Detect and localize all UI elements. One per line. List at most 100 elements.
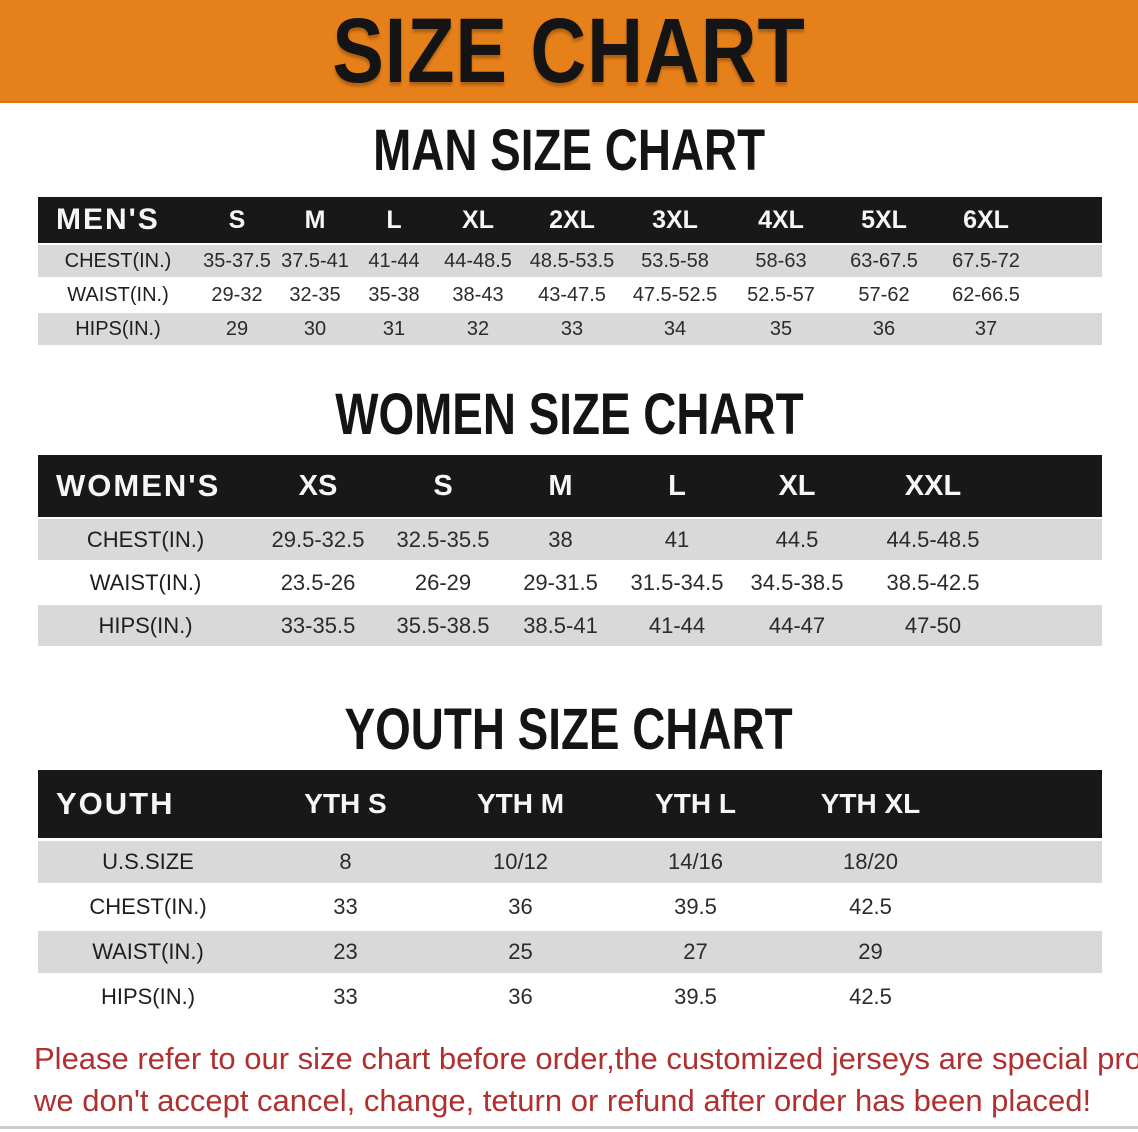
table-row-hips: HIPS(IN.) 33-35.5 35.5-38.5 38.5-41 41-4… bbox=[38, 605, 1102, 646]
size-value-cell: 30 bbox=[303, 317, 327, 340]
size-value-cell: 35-38 bbox=[368, 283, 420, 306]
size-value-cell: 32-35 bbox=[289, 283, 341, 306]
size-value-cell: 58-63 bbox=[755, 249, 807, 272]
size-value-cell: 47.5-52.5 bbox=[632, 283, 718, 306]
man-section-title-text: MAN SIZE CHART bbox=[372, 118, 765, 183]
disclaimer: Please refer to our size chart before or… bbox=[0, 1038, 1138, 1122]
size-value-cell: 67.5-72 bbox=[952, 249, 1020, 272]
women-section-title: WOMEN SIZE CHART bbox=[0, 383, 1138, 447]
table-row-waist: WAIST(IN.) 23.5-26 26-29 29-31.5 31.5-34… bbox=[38, 562, 1102, 603]
size-value-cell: 14/16 bbox=[667, 849, 724, 874]
size-column-header: YTH M bbox=[476, 788, 565, 819]
size-value-cell: 31 bbox=[382, 317, 406, 340]
size-value-cell: 29-32 bbox=[211, 283, 263, 306]
size-column-header: XL bbox=[778, 469, 816, 502]
size-column-header: L bbox=[668, 469, 686, 502]
row-label: WAIST(IN.) bbox=[92, 939, 204, 964]
size-value-cell: 34 bbox=[663, 317, 687, 340]
size-value-cell: 39.5 bbox=[674, 984, 717, 1009]
size-value-cell: 32.5-35.5 bbox=[396, 526, 490, 552]
youth-table-header-row: YOUTH YTH S YTH M YTH L YTH XL bbox=[38, 770, 1102, 838]
size-column-header: XL bbox=[462, 205, 494, 234]
disclaimer-line-2: we don't accept cancel, change, teturn o… bbox=[34, 1083, 1092, 1118]
bottom-divider bbox=[0, 1126, 1138, 1129]
size-value-cell: 41-44 bbox=[648, 612, 706, 638]
table-row-hips: HIPS(IN.) 33 36 39.5 42.5 bbox=[38, 976, 1102, 1018]
disclaimer-line-1: Please refer to our size chart before or… bbox=[34, 1041, 1138, 1076]
size-value-cell: 35 bbox=[769, 317, 793, 340]
row-label: CHEST(IN.) bbox=[86, 526, 205, 552]
size-value-cell: 44.5 bbox=[775, 526, 819, 552]
row-label: HIPS(IN.) bbox=[98, 612, 193, 638]
table-row-us-size: U.S.SIZE 8 10/12 14/16 18/20 bbox=[38, 841, 1102, 883]
table-row-chest: CHEST(IN.) 35-37.5 37.5-41 41-44 44-48.5… bbox=[38, 245, 1102, 277]
size-value-cell: 37.5-41 bbox=[281, 249, 349, 272]
size-value-cell: 57-62 bbox=[858, 283, 910, 306]
women-section-title-text: WOMEN SIZE CHART bbox=[334, 382, 804, 447]
womens-table-label: WOMEN'S bbox=[56, 468, 221, 503]
size-value-cell: 29.5-32.5 bbox=[271, 526, 365, 552]
row-label: CHEST(IN.) bbox=[89, 894, 207, 919]
size-value-cell: 42.5 bbox=[849, 984, 892, 1009]
size-column-header: XS bbox=[298, 469, 338, 502]
size-value-cell: 26-29 bbox=[414, 569, 472, 595]
size-column-header: YTH XL bbox=[820, 788, 921, 819]
size-value-cell: 48.5-53.5 bbox=[529, 249, 615, 272]
man-section-title: MAN SIZE CHART bbox=[0, 119, 1138, 183]
youth-table-label: YOUTH bbox=[56, 786, 175, 821]
size-value-cell: 34.5-38.5 bbox=[750, 569, 844, 595]
size-value-cell: 18/20 bbox=[842, 849, 899, 874]
size-value-cell: 36 bbox=[508, 894, 533, 919]
size-value-cell: 63-67.5 bbox=[850, 249, 918, 272]
size-value-cell: 43-47.5 bbox=[538, 283, 606, 306]
row-label: U.S.SIZE bbox=[102, 849, 194, 874]
table-row-chest: CHEST(IN.) 29.5-32.5 32.5-35.5 38 41 44.… bbox=[38, 519, 1102, 560]
row-label: CHEST(IN.) bbox=[64, 249, 172, 272]
size-column-header: M bbox=[304, 205, 326, 234]
size-column-header: M bbox=[548, 469, 573, 502]
size-value-cell: 29 bbox=[858, 939, 883, 964]
size-column-header: 2XL bbox=[549, 205, 595, 234]
size-value-cell: 32 bbox=[466, 317, 490, 340]
page-title: SIZE CHART bbox=[332, 0, 806, 102]
size-value-cell: 10/12 bbox=[492, 849, 549, 874]
size-value-cell: 44-47 bbox=[768, 612, 826, 638]
size-column-header: YTH S bbox=[304, 788, 387, 819]
size-value-cell: 33 bbox=[333, 894, 358, 919]
mens-table-header-row: MEN'S S M L XL 2XL 3XL 4XL 5XL 6XL bbox=[38, 197, 1102, 243]
size-column-header: XXL bbox=[904, 469, 962, 502]
size-value-cell: 29 bbox=[225, 317, 249, 340]
youth-size-table: YOUTH YTH S YTH M YTH L YTH XL U.S.SIZE … bbox=[38, 770, 1102, 1018]
row-label: HIPS(IN.) bbox=[75, 317, 161, 340]
size-value-cell: 33 bbox=[560, 317, 584, 340]
size-column-header: 4XL bbox=[758, 205, 804, 234]
size-column-header: S bbox=[433, 469, 453, 502]
size-value-cell: 53.5-58 bbox=[641, 249, 709, 272]
size-value-cell: 31.5-34.5 bbox=[630, 569, 724, 595]
size-value-cell: 27 bbox=[683, 939, 708, 964]
size-value-cell: 23 bbox=[333, 939, 358, 964]
size-value-cell: 25 bbox=[508, 939, 533, 964]
size-value-cell: 38-43 bbox=[452, 283, 504, 306]
size-value-cell: 39.5 bbox=[674, 894, 717, 919]
size-value-cell: 38.5-42.5 bbox=[886, 569, 980, 595]
table-row-waist: WAIST(IN.) 29-32 32-35 35-38 38-43 43-47… bbox=[38, 279, 1102, 311]
mens-size-table: MEN'S S M L XL 2XL 3XL 4XL 5XL 6XL CHEST… bbox=[38, 197, 1102, 345]
size-value-cell: 62-66.5 bbox=[952, 283, 1020, 306]
size-value-cell: 47-50 bbox=[904, 612, 962, 638]
womens-table-header-row: WOMEN'S XS S M L XL XXL bbox=[38, 455, 1102, 517]
size-column-header: 6XL bbox=[963, 205, 1009, 234]
size-value-cell: 35-37.5 bbox=[203, 249, 271, 272]
size-column-header: 5XL bbox=[861, 205, 907, 234]
size-value-cell: 38.5-41 bbox=[523, 612, 598, 638]
youth-section-title-text: YOUTH SIZE CHART bbox=[344, 697, 794, 762]
table-row-hips: HIPS(IN.) 29 30 31 32 33 34 35 36 37 bbox=[38, 313, 1102, 345]
size-value-cell: 8 bbox=[339, 849, 352, 874]
mens-table-label: MEN'S bbox=[56, 203, 160, 236]
row-label: WAIST(IN.) bbox=[67, 283, 169, 306]
size-value-cell: 29-31.5 bbox=[523, 569, 598, 595]
size-value-cell: 33-35.5 bbox=[280, 612, 356, 638]
size-value-cell: 42.5 bbox=[849, 894, 892, 919]
youth-section-title: YOUTH SIZE CHART bbox=[0, 698, 1138, 762]
